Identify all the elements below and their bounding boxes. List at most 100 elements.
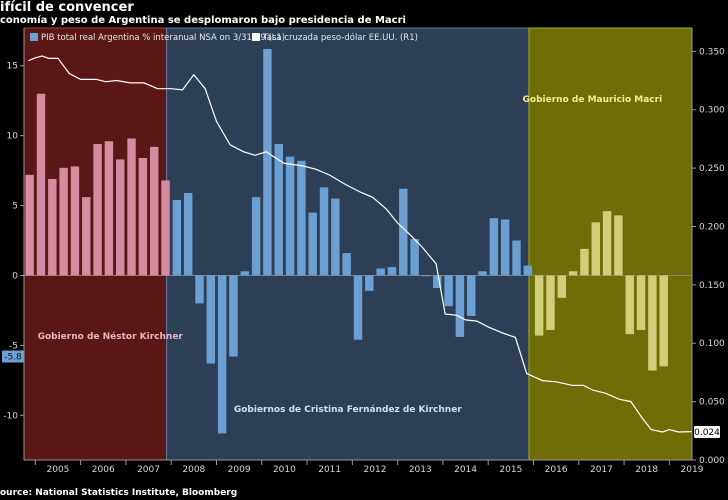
legend-bar-label: PIB total real Argentina % interanual NS…: [41, 33, 285, 43]
left-tick-label: 5: [12, 202, 18, 212]
period-annotations: Gobierno de Néstor Kirchner Gobiernos de …: [38, 95, 663, 415]
bar: [467, 275, 476, 316]
bar: [410, 239, 419, 276]
period-label: Gobierno de Néstor Kirchner: [38, 331, 184, 342]
left-tick-label: 15: [7, 62, 18, 72]
bar: [602, 211, 612, 276]
bar: [625, 275, 634, 335]
bar: [534, 275, 544, 336]
last-bar-value-label: -5.8: [4, 353, 22, 363]
bar: [342, 253, 351, 276]
line-series: [28, 55, 693, 433]
x-tick-label: 2013: [409, 465, 432, 475]
bar: [591, 222, 600, 276]
bar: [331, 198, 340, 276]
bar: [523, 265, 533, 276]
left-tick-label: -5: [9, 341, 18, 351]
bar: [455, 275, 465, 337]
bar: [557, 275, 567, 298]
bar: [376, 268, 385, 276]
bar: [319, 187, 329, 276]
right-tick-label: 0.300: [699, 106, 725, 116]
bar: [48, 178, 57, 276]
right-tick-label: 0.050: [699, 398, 725, 408]
bar: [353, 275, 363, 340]
bar: [161, 180, 170, 276]
bar: [568, 271, 578, 276]
left-tick-label: 10: [7, 132, 19, 142]
bar: [399, 188, 408, 276]
bar: [206, 275, 216, 364]
bar: [36, 93, 46, 276]
x-tick-label: 2014: [454, 465, 477, 475]
legend-line-label: Tasa cruzada peso-dólar EE.UU. (R1): [262, 32, 418, 43]
bar: [444, 275, 453, 307]
rate-line: [28, 55, 693, 433]
right-tick-label: 0.250: [699, 164, 725, 174]
bar: [172, 199, 182, 276]
bar: [104, 141, 114, 276]
legend: PIB total real Argentina % interanual NS…: [30, 32, 418, 43]
bar: [614, 215, 623, 276]
chart-subtitle: conomía y peso de Argentina se desplomar…: [0, 15, 406, 26]
bar: [636, 275, 646, 330]
period-label: Gobierno de Mauricio Macri: [523, 95, 663, 105]
bar: [116, 159, 125, 276]
x-tick-label: 2008: [182, 465, 205, 475]
legend-bar-swatch: [30, 33, 38, 41]
legend-line-swatch: [252, 33, 260, 41]
bar: [82, 197, 91, 276]
bar: [648, 275, 657, 371]
bar: [138, 158, 148, 276]
bar: [297, 160, 306, 276]
right-tick-label: 0.100: [699, 339, 725, 349]
x-tick-label: 2015: [499, 465, 522, 475]
x-tick-label: 2006: [92, 465, 115, 475]
x-tick-label: 2012: [364, 465, 387, 475]
bar: [478, 271, 487, 276]
right-tick-label: 0.000: [699, 456, 725, 466]
bar: [195, 275, 204, 304]
source-note: ource: National Statistics Institute, Bl…: [0, 488, 238, 498]
bar: [659, 275, 668, 367]
period-band: [166, 27, 530, 461]
period-label: Gobiernos de Cristina Fernández de Kirch…: [234, 405, 462, 415]
bar: [512, 240, 521, 276]
bar: [70, 166, 80, 276]
bar: [421, 275, 431, 277]
x-tick-label: 2009: [228, 465, 251, 475]
axes: 15 10 5 0 -5 -10 0.350 0.300 0.250 0.200 0.150 0.10…: [2, 28, 725, 475]
left-tick-label: -10: [3, 411, 18, 421]
bar-series: [25, 48, 668, 434]
last-rate-value-label: 0.024: [694, 428, 720, 438]
bar: [59, 167, 68, 276]
bar: [183, 192, 193, 276]
x-tick-label: 2019: [681, 465, 704, 475]
bar: [149, 146, 159, 276]
bar: [240, 271, 249, 276]
bar: [580, 248, 589, 276]
x-tick-label: 2018: [635, 465, 658, 475]
left-tick-label: 0: [12, 271, 18, 281]
x-tick-label: 2016: [545, 465, 568, 475]
x-tick-label: 2017: [590, 465, 613, 475]
bar: [489, 218, 499, 276]
bar: [433, 275, 442, 289]
chart-title: ifícil de convencer: [0, 0, 134, 15]
bar: [285, 156, 295, 276]
x-tick-label: 2007: [137, 465, 160, 475]
bar: [229, 275, 238, 357]
bar: [217, 275, 227, 434]
x-tick-label: 2005: [47, 465, 70, 475]
bar: [365, 275, 374, 291]
bar: [274, 144, 283, 276]
bar: [127, 138, 136, 276]
right-tick-label: 0.200: [699, 222, 725, 232]
right-tick-label: 0.150: [699, 281, 725, 291]
bar: [263, 48, 272, 276]
bar: [308, 212, 317, 276]
bar: [25, 174, 34, 276]
x-tick-label: 2011: [318, 465, 341, 475]
last-bar-value-tag: [2, 350, 24, 363]
